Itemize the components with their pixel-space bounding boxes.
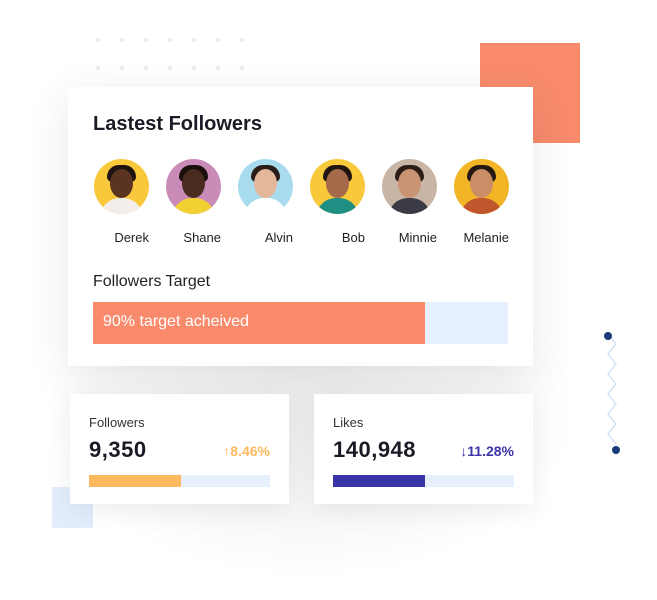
followers-target-progress-bar: 90% target acheived xyxy=(93,302,508,344)
decorative-dot xyxy=(216,66,220,70)
follower-item[interactable]: Shane xyxy=(165,159,221,247)
decorative-dot xyxy=(96,66,100,70)
decorative-dot xyxy=(192,66,196,70)
stat-label: Likes xyxy=(333,415,364,430)
avatar xyxy=(93,159,149,214)
decorative-dot xyxy=(168,66,172,70)
stat-change: ↓11.28% xyxy=(460,443,514,459)
stat-change-value: 11.28% xyxy=(467,443,514,459)
follower-item[interactable]: Melanie xyxy=(453,159,509,247)
decorative-zigzag-line xyxy=(604,332,620,454)
decorative-dot xyxy=(216,38,220,42)
decorative-dot xyxy=(120,66,124,70)
follower-name: Bob xyxy=(341,230,365,245)
likes-stat-card: Likes 140,948 ↓11.28% xyxy=(314,394,533,504)
follower-name: Shane xyxy=(183,230,221,245)
follower-name: Alvin xyxy=(264,230,293,245)
decorative-dot-top xyxy=(604,332,612,340)
follower-item[interactable]: Derek xyxy=(93,159,149,247)
follower-name: Derek xyxy=(114,230,149,245)
decorative-dot xyxy=(120,38,124,42)
follower-item[interactable]: Alvin xyxy=(237,159,293,247)
decorative-dot xyxy=(168,38,172,42)
follower-name: Melanie xyxy=(463,230,509,245)
followers-target-progress-text: 90% target acheived xyxy=(103,313,249,330)
decorative-dot-bottom xyxy=(612,446,620,454)
arrow-down-icon: ↓ xyxy=(460,443,468,459)
stat-progress-fill xyxy=(89,475,182,487)
decorative-dot xyxy=(240,66,244,70)
avatar xyxy=(165,159,221,214)
stat-progress-bar xyxy=(89,475,270,487)
stat-change: ↑8.46% xyxy=(223,443,270,459)
card-title: Lastest Followers xyxy=(93,113,262,135)
decorative-dot xyxy=(240,38,244,42)
followers-list: Derek Shane Alvin Bob Minnie Melanie xyxy=(93,159,513,249)
followers-target-progress-fill xyxy=(93,302,425,344)
arrow-up-icon: ↑ xyxy=(223,443,231,459)
avatar xyxy=(453,159,509,214)
stat-progress-bar xyxy=(333,475,514,487)
decorative-dot xyxy=(96,38,100,42)
latest-followers-card: Lastest Followers Derek Shane Alvin Bob … xyxy=(68,87,533,366)
decorative-dot xyxy=(192,38,196,42)
decorative-dot xyxy=(144,66,148,70)
follower-item[interactable]: Bob xyxy=(309,159,365,247)
followers-target-label: Followers Target xyxy=(93,273,211,290)
avatar xyxy=(381,159,437,214)
followers-stat-card: Followers 9,350 ↑8.46% xyxy=(70,394,289,504)
follower-item[interactable]: Minnie xyxy=(381,159,437,247)
avatar xyxy=(309,159,365,214)
stat-value: 140,948 xyxy=(333,437,417,462)
follower-name: Minnie xyxy=(398,230,437,245)
decorative-dot-grid xyxy=(96,38,256,78)
stat-label: Followers xyxy=(89,415,145,430)
stat-change-value: 8.46% xyxy=(230,443,270,459)
avatar xyxy=(237,159,293,214)
stat-value: 9,350 xyxy=(89,437,147,462)
decorative-dot xyxy=(144,38,148,42)
stat-progress-fill xyxy=(333,475,426,487)
